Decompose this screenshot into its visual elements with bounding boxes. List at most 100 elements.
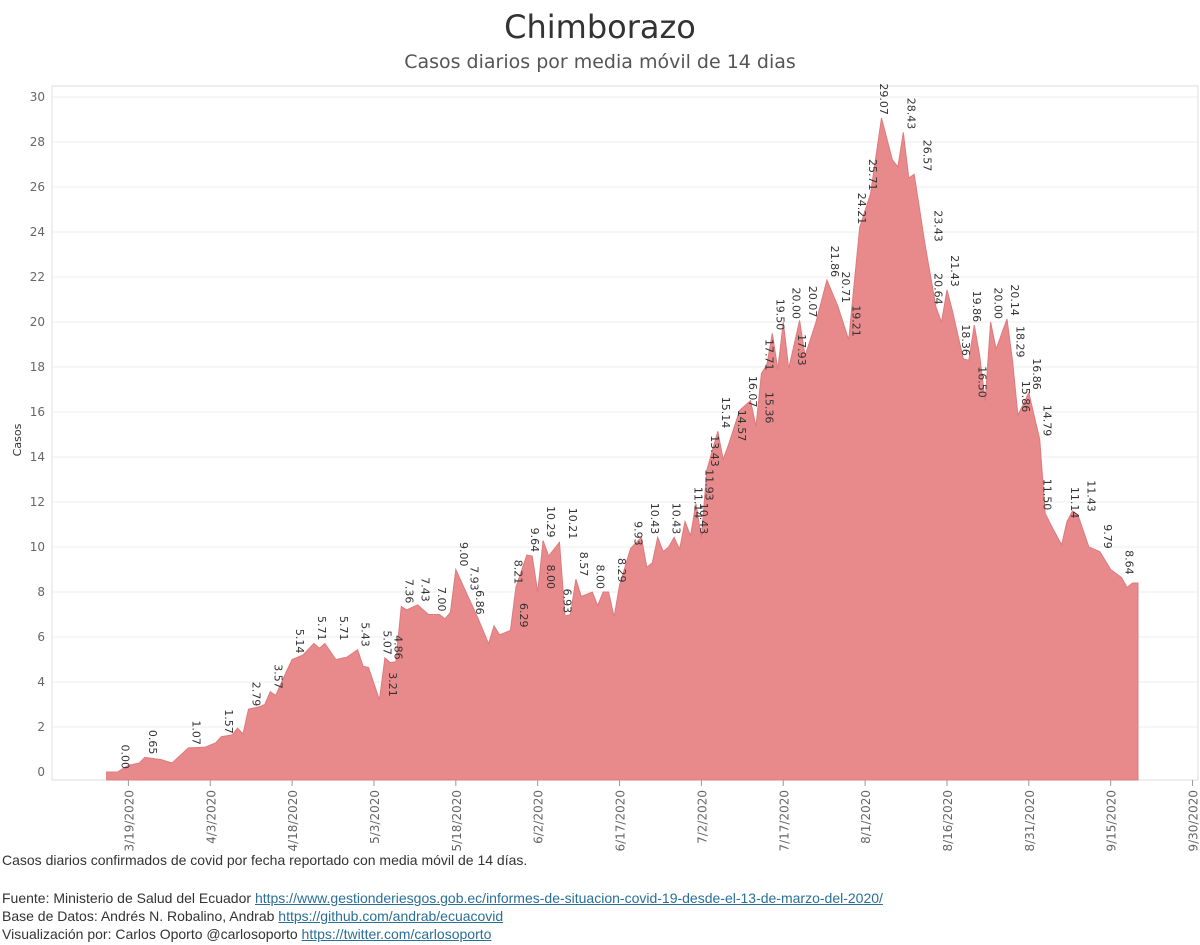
y-tick-label: 28 — [30, 135, 45, 149]
data-label: 18.36 — [959, 324, 972, 356]
data-label: 15.36 — [762, 392, 775, 424]
x-tick-label: 4/3/2020 — [204, 790, 218, 844]
y-axis-label: Casos — [11, 423, 24, 456]
data-label: 8.29 — [615, 558, 628, 583]
data-label: 7.43 — [419, 577, 432, 602]
data-label: 5.71 — [315, 616, 328, 641]
data-label: 29.07 — [877, 83, 890, 115]
footer-visualization: Visualización por: Carlos Oporto @carlos… — [2, 926, 491, 942]
data-label: 23.43 — [932, 210, 945, 242]
y-tick-label: 20 — [30, 315, 45, 329]
data-label: 16.50 — [975, 366, 988, 398]
data-label: 11.14 — [692, 487, 705, 519]
x-tick-label: 8/16/2020 — [941, 790, 955, 852]
cases-area — [106, 117, 1139, 781]
data-label: 1.07 — [189, 720, 202, 745]
data-label: 10.29 — [544, 506, 557, 538]
data-label: 24.21 — [855, 193, 868, 225]
data-label: 11.43 — [1084, 480, 1097, 512]
x-tick-label: 3/19/2020 — [122, 790, 136, 852]
data-label: 15.86 — [1019, 381, 1032, 413]
data-label: 16.07 — [746, 376, 759, 408]
data-label: 2.79 — [250, 682, 263, 707]
y-tick-label: 26 — [30, 180, 45, 194]
data-label: 9.79 — [1101, 524, 1114, 549]
data-label: 20.07 — [806, 286, 819, 318]
data-label: 20.64 — [932, 273, 945, 305]
data-label: 3.21 — [386, 672, 399, 697]
y-tick-label: 30 — [30, 90, 45, 104]
data-label: 0.65 — [146, 730, 159, 755]
x-tick-label: 7/17/2020 — [777, 790, 791, 852]
database-link[interactable]: https://github.com/andrab/ecuacovid — [278, 908, 504, 924]
x-tick-label: 9/15/2020 — [1105, 790, 1119, 852]
data-label: 28.43 — [904, 98, 917, 130]
data-label: 8.64 — [1123, 550, 1136, 575]
data-label: 5.43 — [359, 622, 372, 647]
data-label: 9.93 — [632, 521, 645, 546]
data-label: 15.14 — [719, 397, 732, 429]
x-tick-label: 8/31/2020 — [1023, 790, 1037, 852]
data-label: 20.00 — [992, 288, 1005, 320]
y-tick-label: 6 — [37, 630, 45, 644]
data-label: 20.00 — [790, 288, 803, 320]
x-tick-label: 9/30/2020 — [1187, 790, 1200, 852]
x-tick-label: 8/1/2020 — [859, 790, 873, 844]
data-label: 19.86 — [970, 291, 983, 323]
data-label: 17.93 — [795, 334, 808, 366]
data-label: 21.43 — [948, 255, 961, 287]
data-label: 7.00 — [435, 587, 448, 612]
y-tick-label: 0 — [37, 765, 45, 779]
data-label: 4.86 — [391, 635, 404, 660]
chart-subtitle: Casos diarios por media móvil de 14 dias — [404, 51, 796, 73]
data-label: 14.57 — [735, 410, 748, 442]
x-tick-label: 5/3/2020 — [368, 790, 382, 844]
data-label: 10.43 — [697, 503, 710, 535]
y-tick-label: 8 — [37, 585, 45, 599]
footer-source: Fuente: Ministerio de Salud del Ecuador … — [2, 890, 883, 906]
data-label: 26.57 — [921, 140, 934, 172]
data-label: 19.21 — [850, 305, 863, 337]
data-label: 19.50 — [773, 299, 786, 331]
visualization-link[interactable]: https://twitter.com/carlosoporto — [301, 926, 492, 942]
y-tick-label: 22 — [30, 270, 45, 284]
chart-title: Chimborazo — [504, 8, 696, 46]
data-label: 16.86 — [1030, 358, 1043, 390]
data-label: 5.07 — [380, 630, 393, 655]
data-label: 11.14 — [1068, 487, 1081, 519]
x-tick-label: 7/2/2020 — [695, 790, 709, 844]
y-tick-label: 24 — [30, 225, 45, 239]
data-label: 14.79 — [1041, 405, 1054, 437]
data-label: 7.93 — [468, 566, 481, 591]
data-label: 8.57 — [577, 552, 590, 577]
y-tick-label: 4 — [37, 675, 45, 689]
data-label: 25.71 — [866, 159, 879, 191]
data-label: 6.86 — [473, 590, 486, 615]
database-prefix: Base de Datos: Andrés N. Robalino, Andra… — [2, 908, 279, 924]
data-label: 1.57 — [222, 709, 235, 734]
visualization-prefix: Visualización por: Carlos Oporto @carlos… — [2, 926, 302, 942]
x-tick-label: 5/18/2020 — [450, 790, 464, 852]
data-label: 7.36 — [402, 579, 415, 604]
data-label: 6.29 — [517, 603, 530, 628]
source-link[interactable]: https://www.gestionderiesgos.gob.ec/info… — [254, 890, 883, 906]
y-tick-label: 12 — [30, 495, 45, 509]
data-label: 9.00 — [457, 542, 470, 567]
data-label: 8.21 — [511, 560, 524, 585]
y-tick-label: 16 — [30, 405, 45, 419]
footer-database: Base de Datos: Andrés N. Robalino, Andra… — [2, 908, 503, 924]
data-label: 18.29 — [1014, 326, 1027, 358]
y-tick-label: 14 — [30, 450, 45, 464]
data-label: 11.50 — [1041, 479, 1054, 511]
data-label: 20.14 — [1008, 284, 1021, 316]
x-tick-label: 6/17/2020 — [614, 790, 628, 852]
data-label: 6.93 — [561, 589, 574, 614]
data-label: 10.43 — [670, 503, 683, 535]
data-label: 0.00 — [119, 745, 132, 770]
y-tick-label: 18 — [30, 360, 45, 374]
x-tick-label: 4/18/2020 — [286, 790, 300, 852]
source-prefix: Fuente: Ministerio de Salud del Ecuador — [2, 890, 255, 906]
data-label: 10.43 — [648, 503, 661, 535]
data-label: 5.71 — [337, 616, 350, 641]
